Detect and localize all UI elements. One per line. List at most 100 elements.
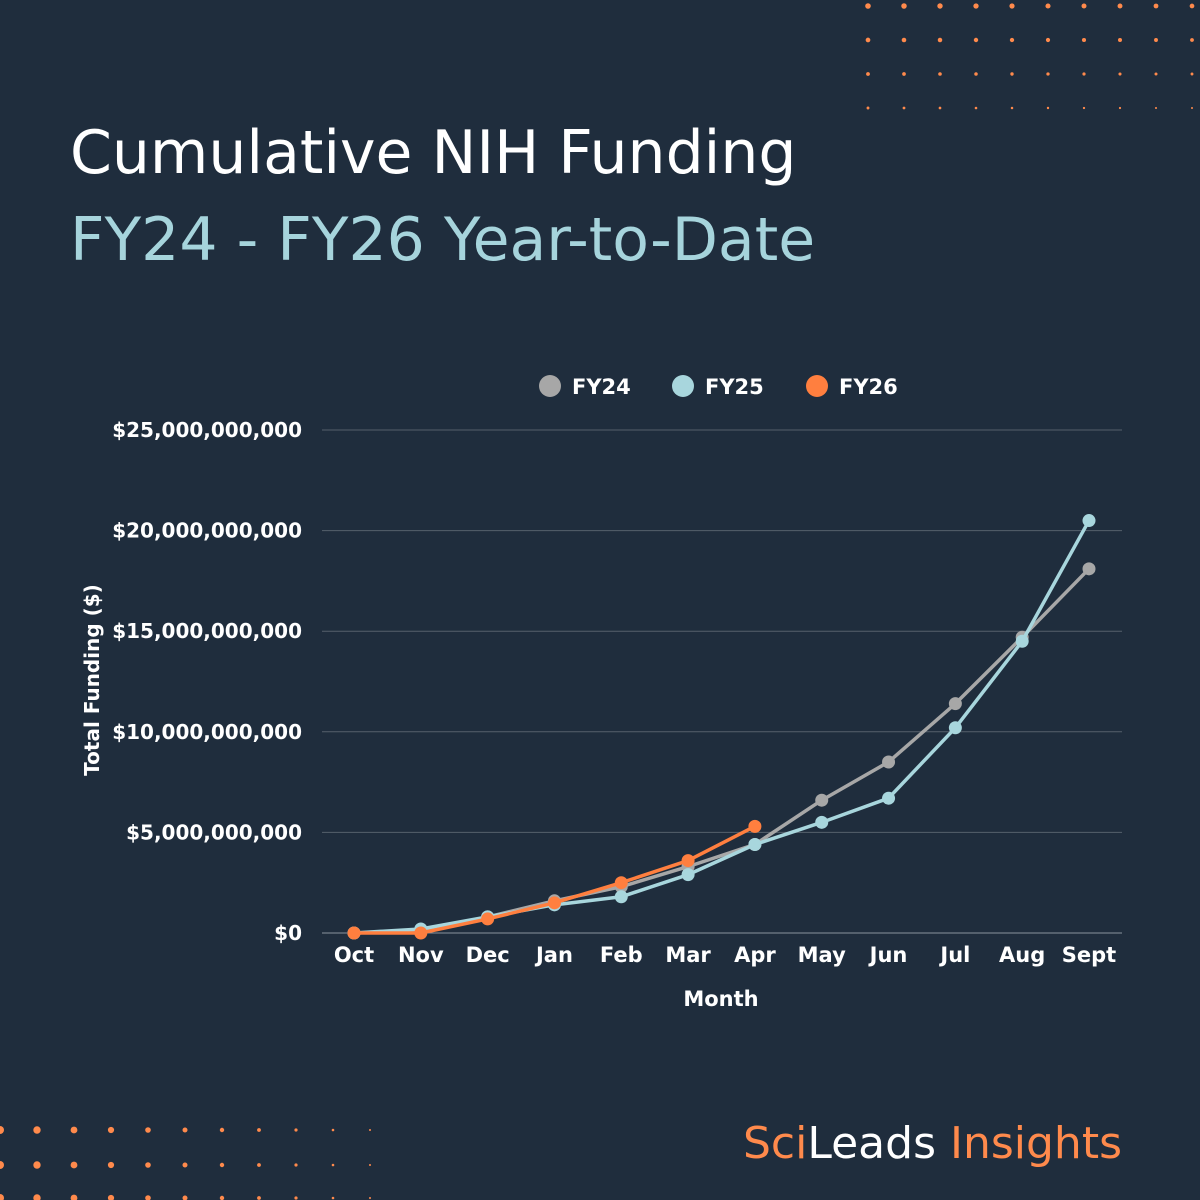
series-layer bbox=[347, 514, 1096, 940]
legend-marker bbox=[539, 375, 561, 397]
data-point bbox=[614, 890, 628, 904]
decorative-dot bbox=[331, 1163, 335, 1167]
brand-leads: Leads bbox=[807, 1118, 936, 1169]
decorative-dot bbox=[1009, 37, 1015, 43]
data-point bbox=[1082, 514, 1096, 528]
y-tick-label: $15,000,000,000 bbox=[112, 619, 302, 643]
decorative-dot bbox=[70, 1194, 78, 1200]
legend-marker bbox=[672, 375, 694, 397]
brand-logo: SciLeads Insights bbox=[743, 1118, 1122, 1169]
decorative-dot bbox=[257, 1128, 261, 1132]
decorative-dot bbox=[1010, 106, 1014, 110]
page-title: Cumulative NIH Funding bbox=[70, 118, 797, 188]
decorative-dot bbox=[182, 1162, 188, 1168]
decorative-dot bbox=[33, 1161, 41, 1169]
x-axis-ticks: Oct Nov Dec Jan Feb Mar Apr May Jun Jul Aug Sept bbox=[334, 943, 1116, 967]
x-tick-label: May bbox=[798, 943, 846, 967]
x-axis-label: Month bbox=[683, 987, 758, 1011]
data-point bbox=[815, 793, 829, 807]
decorative-dot bbox=[1189, 3, 1195, 9]
decorative-dot bbox=[1046, 72, 1050, 76]
decorative-dot bbox=[865, 37, 871, 43]
decorative-dot bbox=[107, 1194, 115, 1200]
y-tick-label: $25,000,000,000 bbox=[112, 418, 302, 442]
decorative-dot bbox=[1118, 106, 1122, 110]
x-tick-label: Jul bbox=[938, 943, 970, 967]
decorative-dot bbox=[902, 72, 906, 76]
decorative-dot bbox=[331, 1196, 335, 1200]
data-point bbox=[681, 854, 695, 868]
decorative-dot bbox=[866, 106, 870, 110]
x-tick-label: Dec bbox=[466, 943, 510, 967]
data-point bbox=[948, 721, 962, 735]
decorative-dot bbox=[145, 1127, 151, 1133]
series-fy25 bbox=[347, 514, 1096, 940]
decorative-dot bbox=[0, 1194, 4, 1200]
legend-item-fy25: FY25 bbox=[672, 375, 764, 399]
x-tick-label: Sept bbox=[1062, 943, 1116, 967]
decorative-dot bbox=[145, 1195, 151, 1200]
x-tick-label: Mar bbox=[665, 943, 711, 967]
brand-insights: Insights bbox=[936, 1118, 1122, 1169]
decorative-dot bbox=[33, 1194, 41, 1200]
decorative-dot bbox=[937, 3, 943, 9]
decorative-dot bbox=[294, 1163, 298, 1167]
decorative-dot bbox=[1082, 72, 1086, 76]
gridlines bbox=[322, 429, 1122, 934]
decorative-dot bbox=[219, 1195, 225, 1200]
series-line bbox=[353, 567, 1091, 935]
decorative-dot bbox=[182, 1127, 188, 1133]
decorative-dot bbox=[1118, 38, 1122, 42]
decorative-dot bbox=[219, 1127, 225, 1133]
data-point bbox=[748, 837, 762, 851]
decorative-dot bbox=[294, 1196, 298, 1200]
decorative-dot bbox=[866, 72, 870, 76]
decorative-dot bbox=[0, 1161, 4, 1169]
decorative-dot bbox=[1117, 3, 1123, 9]
decorative-dot bbox=[70, 1126, 78, 1134]
series-line bbox=[354, 824, 756, 935]
decorative-dot bbox=[1082, 106, 1086, 110]
decorative-dot bbox=[865, 3, 871, 9]
decorative-dot bbox=[1081, 37, 1087, 43]
data-point bbox=[815, 815, 829, 829]
decorative-dot bbox=[145, 1162, 151, 1168]
legend-item-fy26: FY26 bbox=[806, 375, 898, 399]
series-line bbox=[353, 519, 1091, 935]
decorative-dot bbox=[1081, 3, 1087, 9]
decorative-dot bbox=[937, 37, 943, 43]
decorative-dot bbox=[257, 1163, 261, 1167]
decorative-dot bbox=[1154, 106, 1158, 110]
decorative-dot bbox=[182, 1195, 188, 1200]
data-point bbox=[414, 926, 428, 940]
y-axis-label: Total Funding ($) bbox=[80, 584, 104, 776]
data-point bbox=[347, 926, 361, 940]
data-point bbox=[547, 896, 561, 910]
x-tick-label: Apr bbox=[734, 943, 776, 967]
y-tick-label: $5,000,000,000 bbox=[126, 820, 302, 844]
decorative-dot bbox=[1010, 72, 1014, 76]
decorative-dot bbox=[1190, 72, 1194, 76]
x-tick-label: Jun bbox=[868, 943, 908, 967]
page-subtitle: FY24 - FY26 Year-to-Date bbox=[70, 205, 816, 275]
decorative-dot bbox=[107, 1126, 115, 1134]
decorative-dot bbox=[369, 1164, 371, 1166]
legend-item-fy24: FY24 bbox=[539, 375, 631, 399]
data-point bbox=[882, 755, 896, 769]
decorative-dot bbox=[901, 37, 907, 43]
x-tick-label: Oct bbox=[334, 943, 374, 967]
decorative-dot bbox=[973, 37, 979, 43]
decorative-dot bbox=[974, 106, 978, 110]
decorative-dot bbox=[974, 72, 978, 76]
x-tick-label: Jan bbox=[534, 943, 573, 967]
data-point bbox=[748, 819, 762, 833]
decorative-dot bbox=[902, 106, 906, 110]
series-fy24 bbox=[347, 562, 1096, 940]
decorative-dot bbox=[1046, 106, 1050, 110]
decorative-dot bbox=[70, 1161, 78, 1169]
decorative-dot bbox=[369, 1129, 371, 1131]
legend-marker bbox=[806, 375, 828, 397]
decorative-dot bbox=[331, 1128, 335, 1132]
